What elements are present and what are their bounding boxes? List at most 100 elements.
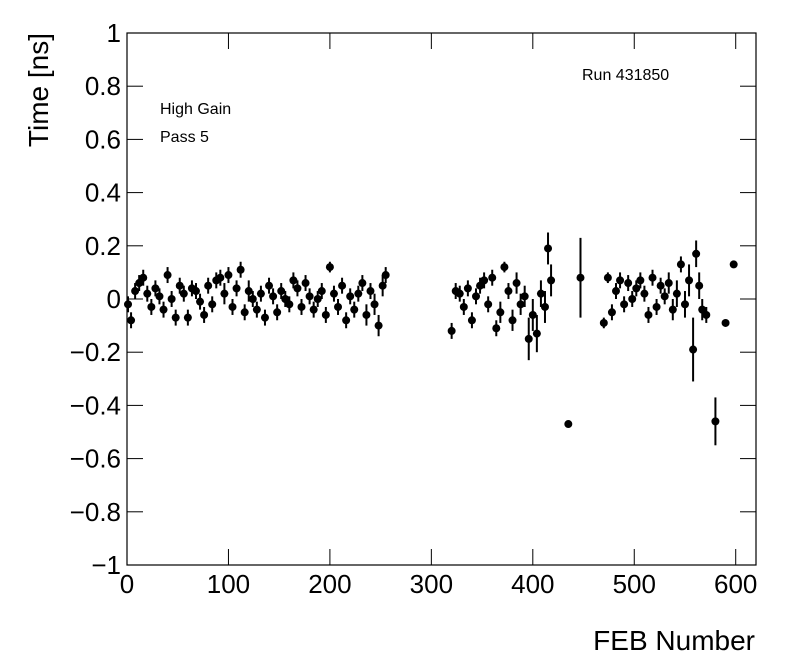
data-point — [309, 305, 318, 314]
x-tick-label: 200 — [308, 569, 351, 599]
data-point — [317, 287, 326, 296]
data-point — [374, 321, 383, 330]
data-point — [656, 281, 665, 290]
y-tick-label: −0.2 — [70, 337, 121, 367]
data-point — [504, 287, 513, 296]
data-point — [155, 292, 164, 301]
data-point — [378, 281, 387, 290]
data-point — [496, 308, 505, 317]
data-point — [273, 308, 282, 317]
data-point — [492, 324, 501, 333]
data-point — [191, 287, 200, 296]
gain-label: High Gain — [160, 101, 231, 118]
data-point — [576, 273, 585, 282]
x-axis-title: FEB Number — [593, 625, 755, 656]
data-point — [366, 287, 375, 296]
data-point — [342, 316, 351, 325]
data-point — [711, 417, 720, 426]
data-point — [702, 310, 711, 319]
x-tick-label: 600 — [714, 569, 757, 599]
data-point — [547, 276, 556, 285]
data-point — [297, 302, 306, 311]
data-point — [628, 295, 637, 303]
data-point — [524, 334, 533, 343]
data-point — [183, 313, 192, 322]
data-point — [640, 289, 649, 298]
y-tick-label: 0.6 — [85, 124, 121, 154]
data-point — [624, 279, 633, 288]
data-point — [512, 279, 521, 288]
data-point — [471, 292, 480, 301]
data-point — [692, 249, 701, 258]
y-tick-label: −0.6 — [70, 444, 121, 474]
data-point — [729, 260, 738, 269]
data-point — [488, 273, 497, 282]
y-tick-label: −0.8 — [70, 497, 121, 527]
data-point — [455, 289, 464, 298]
data-point — [532, 329, 541, 338]
data-point — [370, 300, 379, 309]
data-point — [480, 276, 489, 285]
data-point — [220, 289, 229, 298]
data-point — [260, 313, 269, 322]
data-point — [301, 279, 310, 288]
data-point — [252, 305, 261, 314]
data-point — [652, 302, 661, 311]
data-point — [228, 302, 237, 311]
y-axis-title: Time [ns] — [23, 33, 54, 147]
data-point — [139, 273, 148, 282]
data-point — [265, 281, 274, 290]
x-tick-label: 100 — [207, 569, 250, 599]
y-tick-label: 0.4 — [85, 178, 121, 208]
data-point — [354, 289, 363, 298]
x-tick-label: 400 — [511, 569, 554, 599]
data-point — [200, 310, 209, 319]
data-point — [248, 295, 257, 303]
data-point — [632, 284, 641, 293]
y-tick-label: 0.2 — [85, 231, 121, 261]
data-point — [179, 289, 188, 298]
data-point — [528, 310, 537, 319]
data-point — [256, 289, 265, 298]
data-point — [447, 326, 456, 335]
data-point — [680, 300, 689, 309]
data-point — [536, 289, 545, 298]
data-point — [171, 313, 180, 322]
data-point — [338, 281, 347, 290]
data-point — [346, 292, 355, 301]
data-point — [459, 302, 468, 311]
data-point — [516, 300, 525, 309]
data-point — [224, 271, 233, 280]
data-point — [147, 302, 156, 311]
data-point — [289, 276, 298, 285]
y-tick-label: −1 — [91, 550, 121, 580]
data-point — [611, 287, 620, 296]
data-point — [131, 287, 140, 296]
data-point — [644, 310, 653, 319]
data-point — [196, 297, 205, 306]
y-tick-label: 0 — [107, 284, 121, 314]
data-point — [636, 276, 645, 285]
data-point — [520, 292, 529, 301]
data-point — [167, 295, 176, 303]
data-point — [175, 281, 184, 290]
data-point — [127, 316, 136, 325]
data-point — [334, 302, 343, 311]
data-point — [672, 289, 681, 298]
data-point — [124, 300, 133, 309]
data-point — [313, 295, 322, 303]
data-point — [244, 287, 253, 296]
run-label: Run 431850 — [582, 67, 669, 84]
data-point — [564, 420, 573, 429]
y-tick-label: −0.4 — [70, 390, 121, 420]
x-tick-label: 500 — [613, 569, 656, 599]
data-point — [143, 289, 152, 298]
data-point — [269, 292, 278, 301]
data-point — [463, 284, 472, 293]
data-point — [305, 292, 314, 301]
data-point — [277, 287, 286, 296]
data-point — [321, 310, 330, 319]
x-tick-label: 0 — [120, 569, 134, 599]
data-point — [329, 289, 338, 298]
